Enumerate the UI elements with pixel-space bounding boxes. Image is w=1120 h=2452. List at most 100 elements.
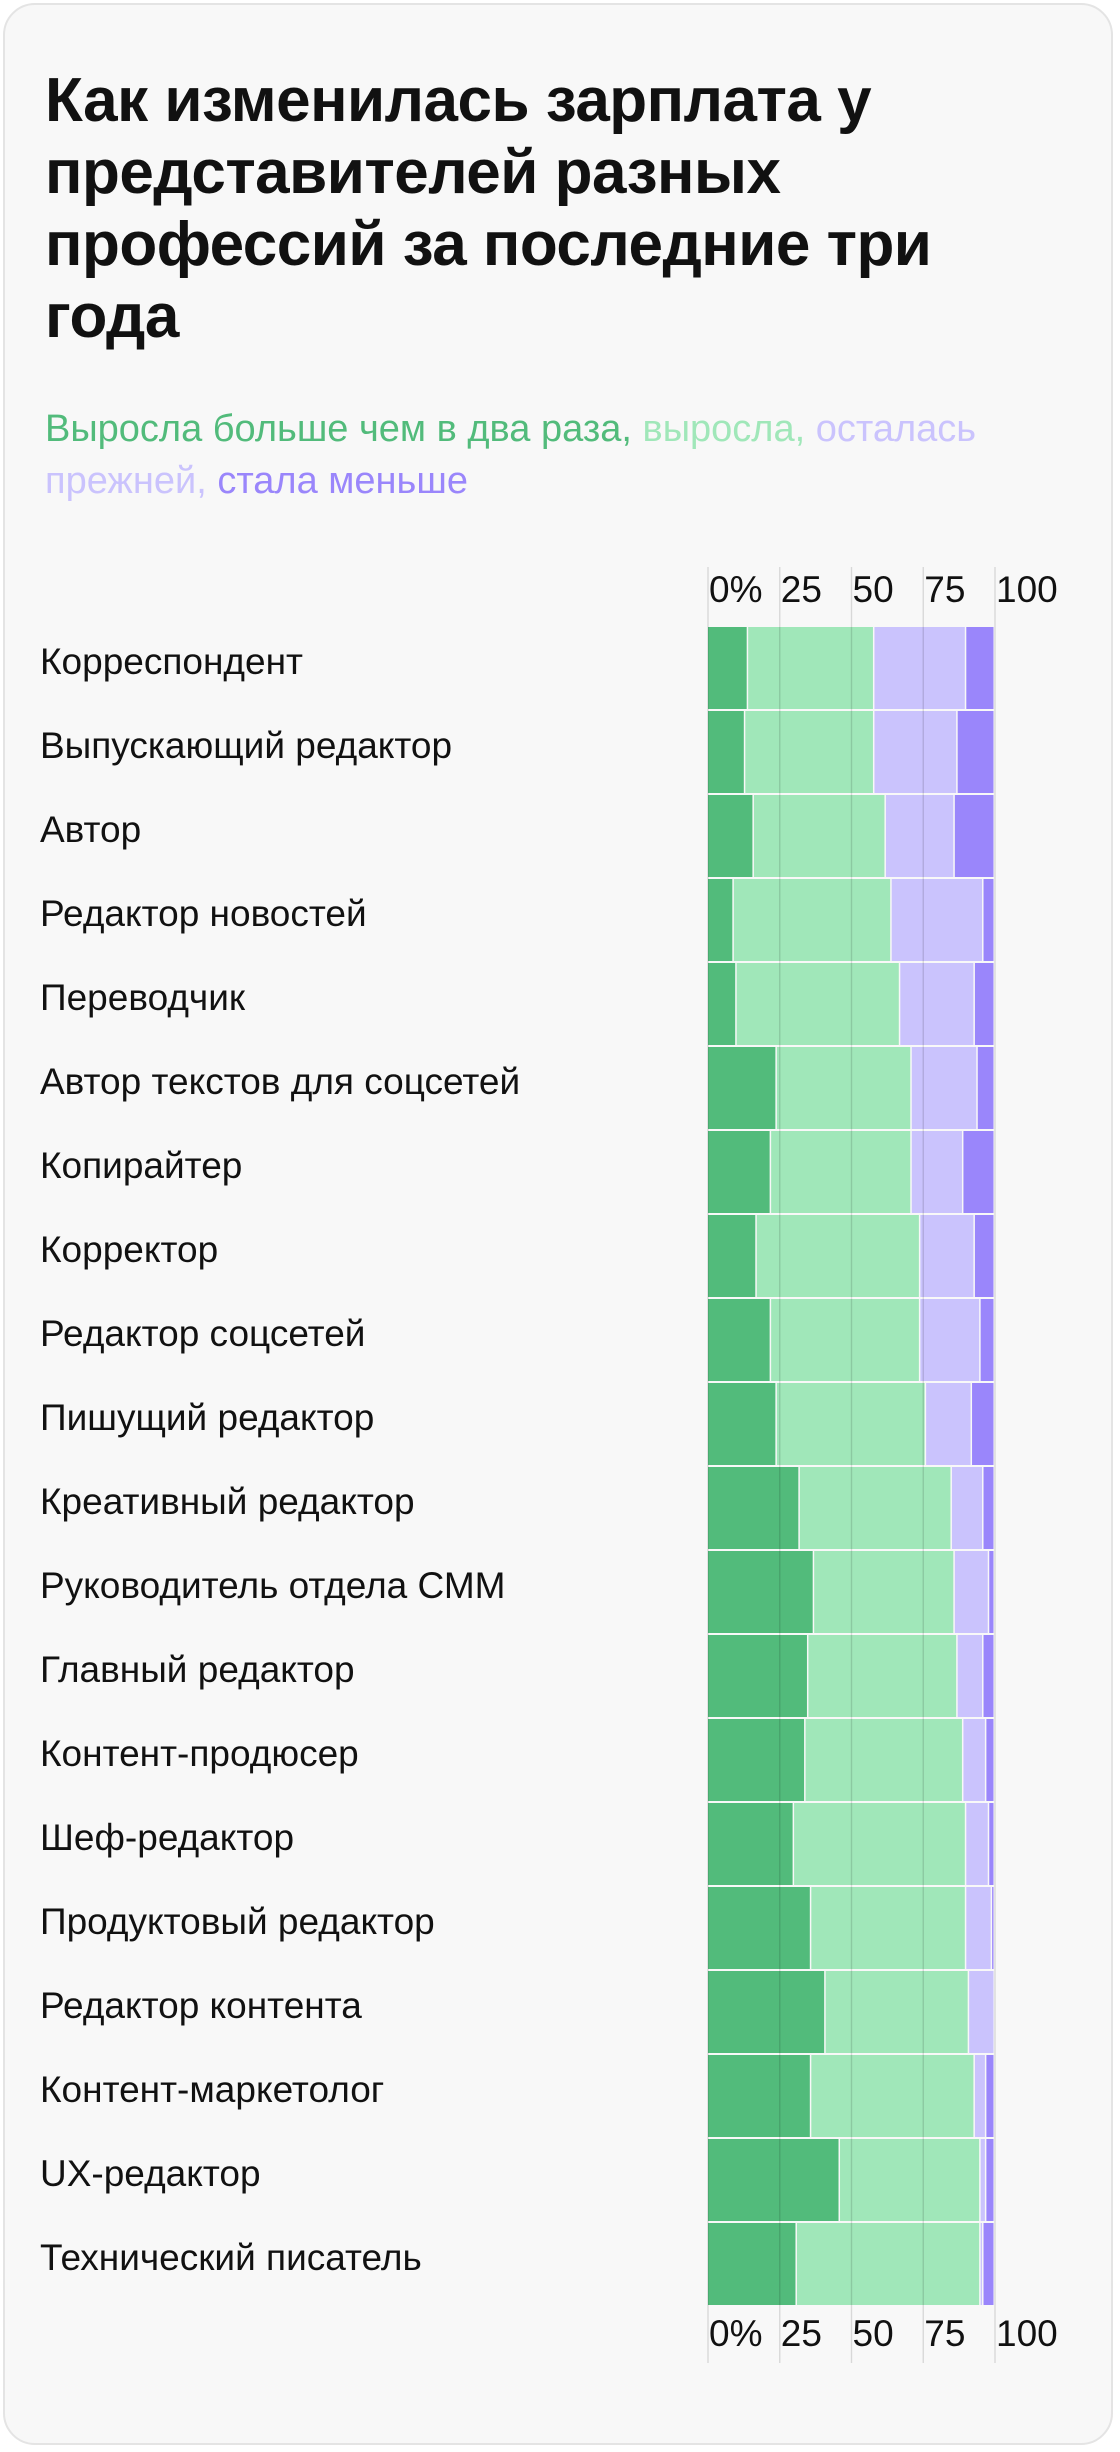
- bar-segment-series-1-row-19: [796, 2223, 980, 2305]
- x-tick-label: 100: [996, 2313, 1058, 2354]
- bar-segment-series-3-row-15: [992, 1887, 994, 1969]
- bar-segment-series-0-row-5: [708, 1047, 776, 1129]
- bar-segment-series-2-row-16: [969, 1971, 994, 2053]
- x-tick-label: 25: [780, 2313, 822, 2354]
- legend-item-2: осталась прежней: [45, 408, 977, 502]
- bar-segment-series-0-row-6: [708, 1131, 770, 1213]
- bar-segment-series-0-row-2: [708, 795, 753, 877]
- bar-segment-series-1-row-0: [748, 627, 873, 709]
- bar-segment-series-1-row-6: [771, 1131, 911, 1213]
- bars: [708, 627, 994, 2305]
- bar-segment-series-3-row-7: [974, 1215, 994, 1297]
- legend-item-1: выросла: [642, 408, 795, 450]
- bar-segment-series-1-row-10: [799, 1467, 951, 1549]
- x-tick-label: 50: [852, 2313, 894, 2354]
- category-label: Корреспондент: [40, 641, 303, 682]
- bar-segment-series-1-row-1: [745, 711, 873, 793]
- legend-item-3: стала меньше: [217, 460, 468, 502]
- bar-segment-series-0-row-14: [708, 1803, 793, 1885]
- bar-segment-series-2-row-0: [874, 627, 965, 709]
- bar-segment-series-0-row-11: [708, 1551, 813, 1633]
- bar-segment-series-2-row-6: [911, 1131, 962, 1213]
- category-label: UX-редактор: [40, 2153, 261, 2194]
- x-tick-label: 50: [852, 569, 894, 610]
- legend: Выросла больше чем в два раза, выросла, …: [45, 403, 1045, 507]
- bar-segment-series-0-row-1: [708, 711, 744, 793]
- category-label: Выпускающий редактор: [40, 725, 453, 766]
- bar-segment-series-2-row-18: [980, 2139, 985, 2221]
- bar-segment-series-2-row-7: [920, 1215, 974, 1297]
- bar-segment-series-1-row-16: [825, 1971, 968, 2053]
- bar-segment-series-3-row-11: [989, 1551, 994, 1633]
- bar-segment-series-2-row-1: [874, 711, 957, 793]
- category-label: Технический писатель: [40, 2237, 422, 2278]
- bar-segment-series-1-row-14: [794, 1803, 965, 1885]
- bar-segment-series-1-row-5: [776, 1047, 911, 1129]
- category-label: Копирайтер: [40, 1145, 243, 1186]
- category-label: Креативный редактор: [40, 1481, 415, 1522]
- bar-segment-series-2-row-19: [980, 2223, 983, 2305]
- bar-segment-series-3-row-17: [986, 2055, 994, 2137]
- bar-segment-series-2-row-13: [963, 1719, 985, 1801]
- legend-separator: ,: [621, 408, 643, 450]
- category-label: Пишущий редактор: [40, 1397, 375, 1438]
- bar-segment-series-2-row-8: [920, 1299, 980, 1381]
- bar-segment-series-2-row-3: [891, 879, 983, 961]
- bar-segment-series-3-row-19: [983, 2223, 994, 2305]
- bar-segment-series-2-row-14: [966, 1803, 988, 1885]
- bar-segment-series-0-row-4: [708, 963, 736, 1045]
- bar-segment-series-0-row-7: [708, 1215, 756, 1297]
- category-label: Редактор соцсетей: [40, 1313, 366, 1354]
- bar-segment-series-0-row-0: [708, 627, 747, 709]
- bar-segment-series-3-row-14: [989, 1803, 994, 1885]
- bar-segment-series-3-row-12: [983, 1635, 994, 1717]
- bar-segment-series-2-row-11: [954, 1551, 988, 1633]
- bar-segment-series-3-row-2: [954, 795, 994, 877]
- bar-segment-series-2-row-4: [900, 963, 974, 1045]
- bar-segment-series-3-row-8: [980, 1299, 994, 1381]
- bar-segment-series-3-row-9: [972, 1383, 994, 1465]
- category-label: Переводчик: [40, 977, 246, 1018]
- category-label: Автор текстов для соцсетей: [40, 1061, 521, 1102]
- bar-segment-series-2-row-5: [911, 1047, 977, 1129]
- bar-segment-series-1-row-15: [811, 1887, 965, 1969]
- bar-segment-series-2-row-12: [957, 1635, 983, 1717]
- x-tick-label: 0%: [709, 569, 763, 610]
- bar-segment-series-1-row-13: [805, 1719, 962, 1801]
- bar-segment-series-1-row-18: [840, 2139, 980, 2221]
- bar-segment-series-3-row-10: [983, 1467, 994, 1549]
- category-label: Контент-продюсер: [40, 1733, 359, 1774]
- bar-segment-series-0-row-8: [708, 1299, 770, 1381]
- bar-segment-series-0-row-17: [708, 2055, 810, 2137]
- category-label: Корректор: [40, 1229, 219, 1270]
- bar-segment-series-2-row-2: [885, 795, 954, 877]
- bar-segment-series-0-row-12: [708, 1635, 807, 1717]
- bar-segment-series-3-row-6: [963, 1131, 994, 1213]
- bar-segment-series-0-row-9: [708, 1383, 776, 1465]
- bar-segment-series-0-row-13: [708, 1719, 805, 1801]
- bar-segment-series-3-row-1: [957, 711, 994, 793]
- bar-segment-series-3-row-5: [977, 1047, 994, 1129]
- bar-segment-series-3-row-3: [983, 879, 994, 961]
- x-tick-label: 25: [780, 569, 822, 610]
- bar-segment-series-2-row-17: [974, 2055, 985, 2137]
- bar-segment-series-1-row-17: [811, 2055, 974, 2137]
- x-tick-label: 75: [924, 2313, 966, 2354]
- legend-item-0: Выросла больше чем в два раза: [45, 408, 622, 450]
- legend-separator: ,: [794, 408, 816, 450]
- bar-segment-series-1-row-11: [814, 1551, 954, 1633]
- category-label: Контент-маркетолог: [40, 2069, 385, 2110]
- bar-segment-series-0-row-3: [708, 879, 733, 961]
- bar-segment-series-1-row-12: [808, 1635, 957, 1717]
- bar-segment-series-1-row-9: [776, 1383, 925, 1465]
- category-label: Продуктовый редактор: [40, 1901, 435, 1942]
- bar-segment-series-2-row-10: [951, 1467, 983, 1549]
- bar-segment-series-3-row-0: [966, 627, 994, 709]
- bar-segment-series-0-row-16: [708, 1971, 825, 2053]
- category-label: Главный редактор: [40, 1649, 355, 1690]
- bar-segment-series-0-row-18: [708, 2139, 839, 2221]
- bar-segment-series-0-row-19: [708, 2223, 796, 2305]
- x-tick-label: 75: [924, 569, 966, 610]
- x-tick-label: 0%: [709, 2313, 763, 2354]
